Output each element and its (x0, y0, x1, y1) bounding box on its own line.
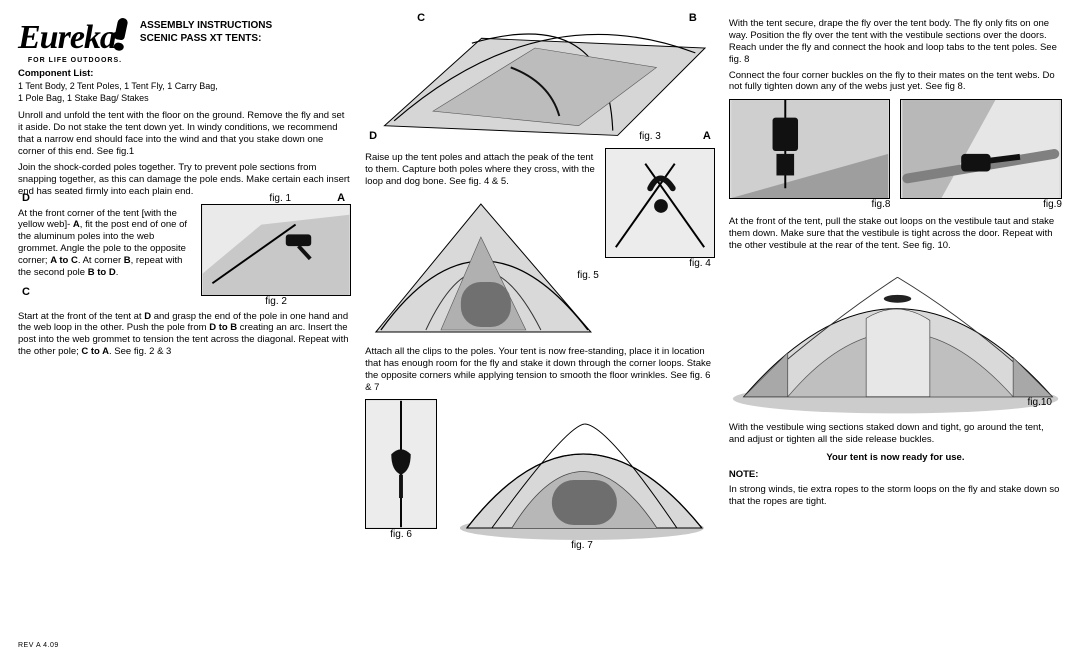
c1-para1: Unroll and unfold the tent with the floo… (18, 110, 351, 158)
c2-para1: Raise up the tent poles and attach the p… (365, 152, 597, 188)
fig5-caption: fig. 5 (577, 270, 599, 281)
c2-para2: Attach all the clips to the poles. Your … (365, 346, 715, 394)
fig8-svg (730, 100, 890, 198)
fig1-C: C (22, 286, 30, 298)
c2-row2: fig. 6 fig. 7 (365, 399, 715, 540)
figure-5: fig. 5 (365, 192, 597, 342)
fig4-svg (606, 149, 714, 257)
fig1-D: D (22, 192, 30, 204)
column-2: C B D A fig. 3 Raise up the tent poles a… (365, 14, 715, 641)
c3-para1: With the tent secure, drape the fly over… (729, 18, 1062, 66)
fig3-caption: fig. 3 (639, 131, 661, 142)
brand-tagline: FOR LIFE OUTDOORS. (18, 57, 132, 64)
components-list: 1 Tent Body, 2 Tent Poles, 1 Tent Fly, 1… (18, 81, 351, 104)
fig2-svg (202, 205, 350, 295)
fig6-svg (366, 400, 436, 528)
brand-logo: Eureka (18, 14, 132, 55)
figure-9-wrap: fig.9 (900, 99, 1062, 210)
figure-6-wrap: fig. 6 (365, 399, 437, 540)
figure-3: C B D A fig. 3 (365, 14, 715, 140)
c3-para2: Connect the four corner buckles on the f… (729, 70, 1062, 94)
c1-row-text-fig2: At the front corner of the tent [with th… (18, 204, 351, 307)
revision: REV A 4.09 (18, 642, 59, 649)
fig1-A: A (337, 192, 345, 204)
figure-2-wrap: fig. 2 (201, 204, 351, 307)
fig3-D: D (369, 130, 377, 142)
column-1: Eureka FOR LIFE OUTDOORS. ASSEMBLY INSTR… (18, 14, 351, 641)
c3-para4: With the vestibule wing sections staked … (729, 422, 1062, 446)
fig3-C: C (417, 12, 425, 24)
fig6-caption: fig. 6 (365, 529, 437, 540)
figure-4-wrap: fig. 4 (605, 148, 715, 269)
fig1-caption: fig. 1 (269, 193, 291, 204)
note-body: In strong winds, tie extra ropes to the … (729, 484, 1062, 508)
fig3-A: A (703, 130, 711, 142)
c1-para2: Join the shock-corded poles together. Tr… (18, 162, 351, 198)
figure-8 (729, 99, 891, 199)
figure-9 (900, 99, 1062, 199)
figure-8-wrap: fig.8 (729, 99, 891, 210)
figure-2 (201, 204, 351, 296)
components-heading: Component List: (18, 68, 351, 79)
header: Eureka FOR LIFE OUTDOORS. ASSEMBLY INSTR… (18, 14, 351, 64)
c2-row1: Raise up the tent poles and attach the p… (365, 148, 715, 342)
fig7-svg (449, 410, 715, 540)
fig8-caption: fig.8 (729, 199, 891, 210)
fig10-caption: fig.10 (1028, 397, 1052, 408)
figure-6 (365, 399, 437, 529)
fig3-B: B (689, 12, 697, 24)
doc-title: ASSEMBLY INSTRUCTIONS SCENIC PASS XT TEN… (140, 20, 272, 45)
c1-para4: Start at the front of the tent at D and … (18, 311, 351, 359)
exclamation-icon (109, 17, 134, 53)
note-heading: NOTE: (729, 469, 1062, 480)
figure-4 (605, 148, 715, 258)
fig3-svg (365, 14, 715, 140)
fig2-caption: fig. 2 (201, 296, 351, 307)
c1-para3: At the front corner of the tent [with th… (18, 208, 193, 279)
c3-fig-row: fig.8 fig.9 (729, 99, 1062, 210)
column-3: With the tent secure, drape the fly over… (729, 14, 1062, 641)
c3-para3: At the front of the tent, pull the stake… (729, 216, 1062, 252)
figure-10: fig.10 (729, 258, 1062, 416)
title-line1: ASSEMBLY INSTRUCTIONS (140, 20, 272, 33)
fig9-svg (901, 100, 1061, 198)
brand-block: Eureka FOR LIFE OUTDOORS. (18, 14, 132, 64)
fig10-svg (729, 258, 1062, 416)
ready-line: Your tent is now ready for use. (729, 452, 1062, 463)
fig7-caption: fig. 7 (449, 540, 715, 551)
fig5-svg (365, 192, 597, 342)
title-line2: SCENIC PASS XT TENTS: (140, 33, 272, 46)
c2-left-block: Raise up the tent poles and attach the p… (365, 148, 597, 342)
fig4-caption: fig. 4 (605, 258, 715, 269)
brand-name: Eureka (18, 19, 116, 56)
figure-7: fig. 7 (449, 410, 715, 540)
fig9-caption: fig.9 (900, 199, 1062, 210)
